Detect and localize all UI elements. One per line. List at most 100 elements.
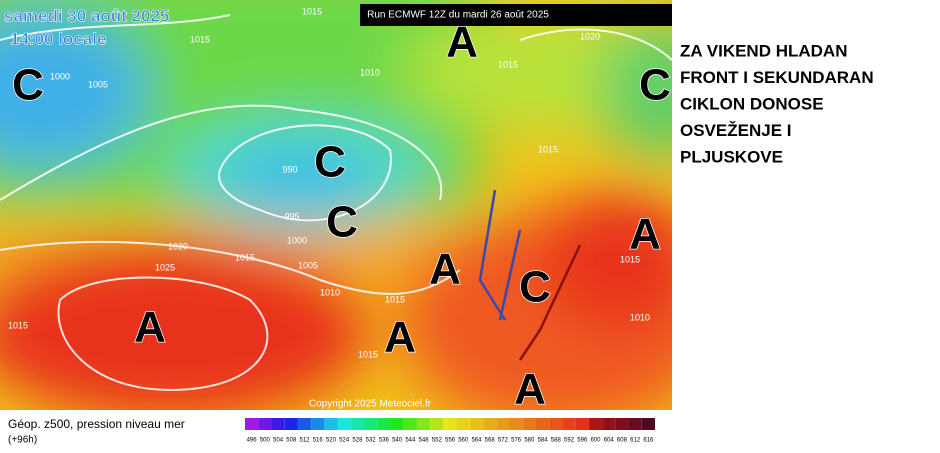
legend-label: 616 <box>643 438 654 444</box>
copyright: Copyright 2025 Meteociel.fr <box>309 399 432 410</box>
pressure-label: 1015 <box>358 349 378 359</box>
legend-label: 580 <box>524 438 535 444</box>
legend-label: 564 <box>471 438 482 444</box>
legend-swatch <box>350 418 365 430</box>
legend-swatch <box>258 418 272 430</box>
legend-label: 596 <box>577 438 588 444</box>
legend-swatch <box>496 418 510 430</box>
legend-swatch <box>456 418 470 430</box>
legend-label: 572 <box>498 438 509 444</box>
legend-swatch <box>390 418 404 430</box>
legend-label: 556 <box>445 438 456 444</box>
legend-swatch <box>430 418 444 430</box>
pressure-label: 1015 <box>385 294 405 304</box>
legend-swatch <box>271 418 285 430</box>
legend-swatch <box>535 418 550 430</box>
pressure-label: 1015 <box>620 254 640 264</box>
pressure-label: 1025 <box>155 262 175 272</box>
legend-swatch <box>562 418 576 430</box>
pressure-label: 1015 <box>498 59 518 69</box>
legend-label: 584 <box>538 438 549 444</box>
legend-swatch <box>311 418 325 430</box>
legend-swatch <box>641 418 655 430</box>
legend-label: 548 <box>419 438 430 444</box>
run-box <box>360 4 672 26</box>
legend-label: 508 <box>286 438 297 444</box>
map: 1015 1015 1000 1005 1010 1015 1020 990 995 1000 10… <box>0 0 672 410</box>
legend-label: 600 <box>590 438 601 444</box>
time: 14:00 locale <box>10 29 106 48</box>
legend-swatch <box>364 418 378 430</box>
pressure-system: C <box>326 198 358 247</box>
legend-swatch <box>602 418 616 430</box>
pressure-label: 1010 <box>630 312 650 322</box>
pressure-system: A <box>629 210 661 259</box>
run-label: Run ECMWF 12Z du mardi 26 août 2025 <box>367 10 549 21</box>
pressure-label: 1000 <box>287 235 307 245</box>
pressure-label: 1015 <box>538 144 558 154</box>
pressure-label: 1010 <box>360 67 380 77</box>
legend-label: 604 <box>604 438 615 444</box>
legend-label: 496 <box>247 438 258 444</box>
legend-swatch <box>443 418 457 430</box>
pressure-label: 1015 <box>190 34 210 44</box>
legend-label: 528 <box>352 438 363 444</box>
legend-swatch <box>549 418 563 430</box>
legend-label: 592 <box>564 438 575 444</box>
pressure-system: C <box>12 61 44 110</box>
legend-label: 516 <box>313 438 324 444</box>
legend-label: 552 <box>432 438 443 444</box>
pressure-label: 1005 <box>88 79 108 89</box>
legend-swatch <box>416 418 431 430</box>
legend-swatch <box>284 418 298 430</box>
legend-label: 540 <box>392 438 403 444</box>
legend-swatch <box>337 418 351 430</box>
date: samedi 30 août 2025 <box>4 6 169 25</box>
headline-line: FRONT I SEKUNDARAN <box>680 68 874 87</box>
pressure-label: 1010 <box>320 287 340 297</box>
legend-label: 520 <box>326 438 337 444</box>
headline-line: OSVEŽENJE I <box>680 121 791 140</box>
pressure-label: 1020 <box>580 31 600 41</box>
legend-swatch <box>628 418 642 430</box>
pressure-label: 1015 <box>235 252 255 262</box>
headline-line: CIKLON DONOSE <box>680 94 824 113</box>
pressure-label: 990 <box>282 164 297 174</box>
legend-label: 524 <box>339 438 350 444</box>
legend-label: 532 <box>366 438 377 444</box>
legend-swatch <box>588 418 603 430</box>
legend-label: 588 <box>551 438 562 444</box>
legend-swatch <box>509 418 523 430</box>
legend-label: 544 <box>405 438 416 444</box>
pressure-system: C <box>639 61 671 110</box>
legend-swatch <box>615 418 629 430</box>
legend-swatch <box>575 418 589 430</box>
legend-label: 504 <box>273 438 284 444</box>
legend-label: 608 <box>617 438 628 444</box>
pressure-label: 1015 <box>302 6 322 16</box>
pressure-system: C <box>314 138 346 187</box>
legend-swatch <box>522 418 536 430</box>
legend-label: 536 <box>379 438 390 444</box>
legend-label: 560 <box>458 438 469 444</box>
headline-line: PLJUSKOVE <box>680 147 783 166</box>
pressure-label: 1005 <box>298 260 318 270</box>
pressure-system: A <box>134 303 166 352</box>
pressure-system: A <box>384 313 416 362</box>
legend-swatch <box>483 418 497 430</box>
pressure-label: 995 <box>284 211 299 221</box>
legend-label: 576 <box>511 438 522 444</box>
pressure-label: 1015 <box>8 320 28 330</box>
legend-swatch <box>377 418 391 430</box>
legend-swatch <box>469 418 484 430</box>
headline-line: ZA VIKEND HLADAN <box>680 41 847 60</box>
legend-swatch <box>297 418 312 430</box>
pressure-label: 1020 <box>168 241 188 251</box>
pressure-system: A <box>429 245 461 294</box>
legend-label: 500 <box>260 438 271 444</box>
pressure-system: C <box>519 263 551 312</box>
caption-step: (+96h) <box>8 435 37 446</box>
legend-swatch <box>403 418 417 430</box>
caption-title: Géop. z500, pression niveau mer <box>8 417 185 431</box>
